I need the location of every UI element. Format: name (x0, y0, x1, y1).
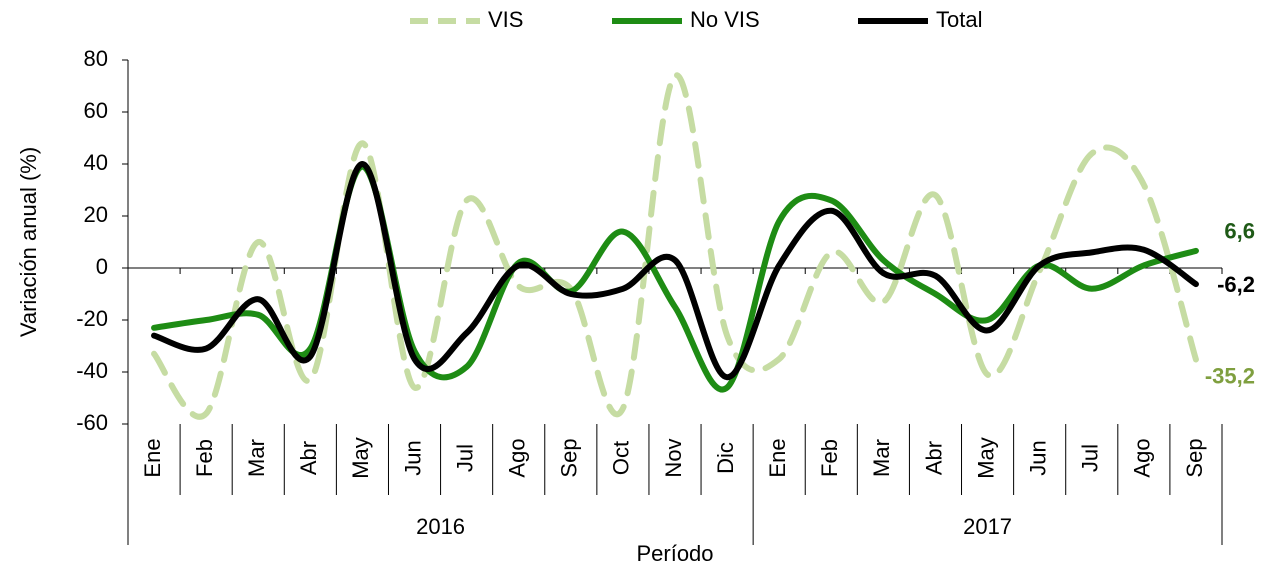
data-label: 6,6 (1224, 219, 1255, 244)
x-tick-label: Sep (557, 438, 582, 477)
x-tick-label: Mar (244, 439, 269, 477)
x-tick-label: Feb (817, 439, 842, 477)
x-tick-label: Oct (609, 441, 634, 475)
data-label: -35,2 (1205, 363, 1255, 388)
data-label: -6,2 (1217, 272, 1255, 297)
x-tick-label: Ago (1130, 438, 1155, 477)
x-tick-label: Ago (505, 438, 530, 477)
x-tick-label: May (973, 437, 998, 479)
legend-label: VIS (488, 7, 523, 32)
x-tick-label: Feb (192, 439, 217, 477)
x-tick-label: Nov (661, 438, 686, 477)
group-label: 2017 (963, 514, 1012, 539)
legend-label: Total (936, 7, 982, 32)
legend-label: No VIS (690, 7, 760, 32)
x-tick-label: Ene (765, 438, 790, 477)
y-tick-label: 40 (84, 150, 108, 175)
y-tick-label: 20 (84, 202, 108, 227)
series-line (151, 160, 1199, 381)
series-line (151, 72, 1199, 420)
x-tick-label: Jul (452, 444, 477, 472)
x-tick-label: Jun (400, 440, 425, 475)
x-tick-label: Mar (869, 439, 894, 477)
x-tick-label: Ene (140, 438, 165, 477)
x-tick-label: Jul (1078, 444, 1103, 472)
x-tick-label: Abr (921, 441, 946, 475)
x-tick-label: Sep (1182, 438, 1207, 477)
y-tick-label: -20 (76, 306, 108, 331)
y-tick-label: 0 (96, 254, 108, 279)
x-tick-label: Jun (1025, 440, 1050, 475)
x-axis-title: Período (636, 541, 713, 566)
y-axis-title: Variación anual (%) (16, 147, 41, 337)
y-tick-label: -40 (76, 358, 108, 383)
y-tick-label: -60 (76, 410, 108, 435)
x-tick-label: May (348, 437, 373, 479)
group-label: 2016 (416, 514, 465, 539)
x-tick-label: Dic (713, 442, 738, 474)
y-tick-label: 60 (84, 98, 108, 123)
y-tick-label: 80 (84, 46, 108, 71)
x-tick-label: Abr (296, 441, 321, 475)
